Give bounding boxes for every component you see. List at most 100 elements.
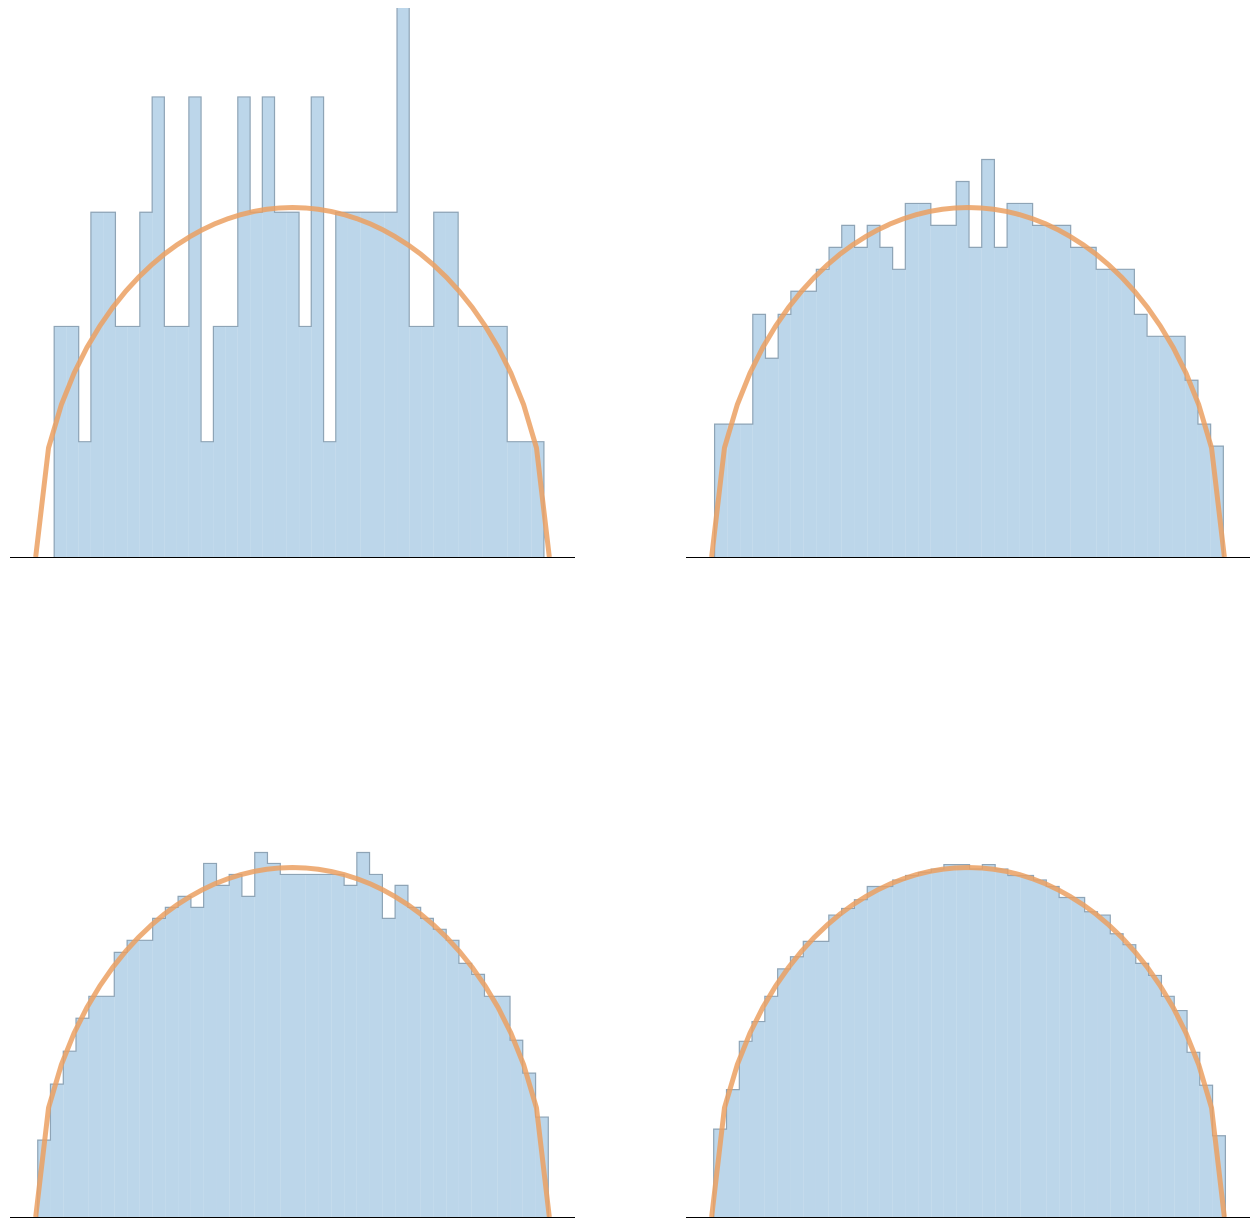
histogram-bar [445,212,459,557]
histogram-bar [994,247,1008,557]
histogram-bar [1172,336,1186,557]
histogram-bar [458,326,471,557]
histogram-bar [943,225,957,558]
histogram-bar [344,885,357,1217]
histogram-bar [1197,424,1211,557]
histogram-bar [1134,314,1148,557]
histogram-bar [382,918,396,1217]
histogram-panel [33,8,552,558]
fit-curve [33,205,552,558]
histogram-bar [1187,1052,1200,1217]
histogram-bar [765,358,779,557]
histogram-bar [188,96,202,558]
histogram-bar [335,212,348,557]
histogram-bar [1071,897,1085,1217]
histogram-bar [267,863,281,1217]
histogram-bar [201,441,214,557]
histogram-outline [53,8,545,557]
histogram-bar [790,291,804,557]
histogram-bar [778,314,791,557]
histogram-bar [76,1018,89,1217]
histogram-bar [360,212,373,557]
histogram-bar [1084,911,1098,1217]
histogram-bar [879,886,893,1217]
histogram-bar [1108,269,1122,557]
histogram-bar [764,996,778,1217]
histogram-bar [433,212,446,557]
histogram-bar [777,968,791,1217]
histogram-bar [739,1041,753,1217]
histogram-bar [152,96,165,558]
histogram-bar [103,212,116,557]
histogram-bar [369,874,383,1217]
histogram-bar [522,1073,536,1217]
histogram-bar [63,1051,77,1217]
histogram-bar [1148,975,1162,1217]
histogram-bar [241,896,255,1217]
histogram-bar [471,974,485,1217]
histogram-bar [114,952,128,1217]
histogram-bar [1161,996,1175,1217]
histogram-bar [311,96,324,558]
histogram-bar [225,326,238,557]
histogram-bar [420,918,434,1217]
histogram-bar [237,96,251,558]
histogram-bar [803,941,816,1217]
histogram-bar [981,159,995,558]
histogram-bar [1199,1085,1213,1217]
histogram-bar [892,879,906,1217]
histogram-bar [299,326,312,557]
histogram-panel [709,158,1227,558]
histogram-panel [33,851,552,1218]
histogram-bar [484,996,498,1217]
histogram-bar [1135,963,1149,1217]
histogram-bar [384,212,398,557]
histogram-bar [790,956,804,1217]
histogram-bar [372,212,385,557]
histogram-bar [1045,225,1058,558]
histogram-bar [829,247,842,557]
histogram-bar [262,96,275,558]
histogram-bar [280,874,294,1217]
histogram-bar [1159,336,1173,557]
histogram-bar [176,326,189,557]
histogram-bar [727,424,741,557]
histogram-bar [969,868,983,1217]
histogram-bar [101,996,115,1217]
histogram-bar [497,996,511,1217]
histogram-bar [356,852,370,1217]
histogram-bar [293,874,306,1217]
histogram-bar [213,326,226,557]
histogram-bar [1057,225,1071,558]
histogram-bar [274,212,287,557]
histogram-bar [854,899,868,1217]
histogram-bar [752,314,766,557]
histogram-bar [115,326,128,557]
histogram-bar [164,326,177,557]
histogram-bar [470,326,483,557]
histogram-bar [495,326,508,557]
histogram-bar [726,1089,740,1217]
histogram-bar [841,225,855,558]
histogram-bar [1174,1010,1188,1217]
histogram-bar [78,441,91,557]
histogram-bar [323,441,336,557]
histogram-bar [178,896,191,1217]
histogram-bar [879,247,893,557]
histogram-bar [892,269,906,557]
histogram-bar [943,864,957,1217]
histogram-bar [1185,380,1198,557]
histogram-bar [54,326,67,557]
histogram-bar [409,326,422,557]
histogram-bar [1046,886,1060,1217]
histogram-outline [713,158,1224,557]
histogram-bar [1096,269,1109,557]
histogram-bar [1147,336,1160,557]
histogram-bar [1033,879,1047,1217]
histogram-bar [421,326,434,557]
histogram-bar [1032,225,1046,558]
histogram-bar [203,863,217,1217]
histogram-bar [956,864,970,1217]
histogram-bar [139,212,153,557]
